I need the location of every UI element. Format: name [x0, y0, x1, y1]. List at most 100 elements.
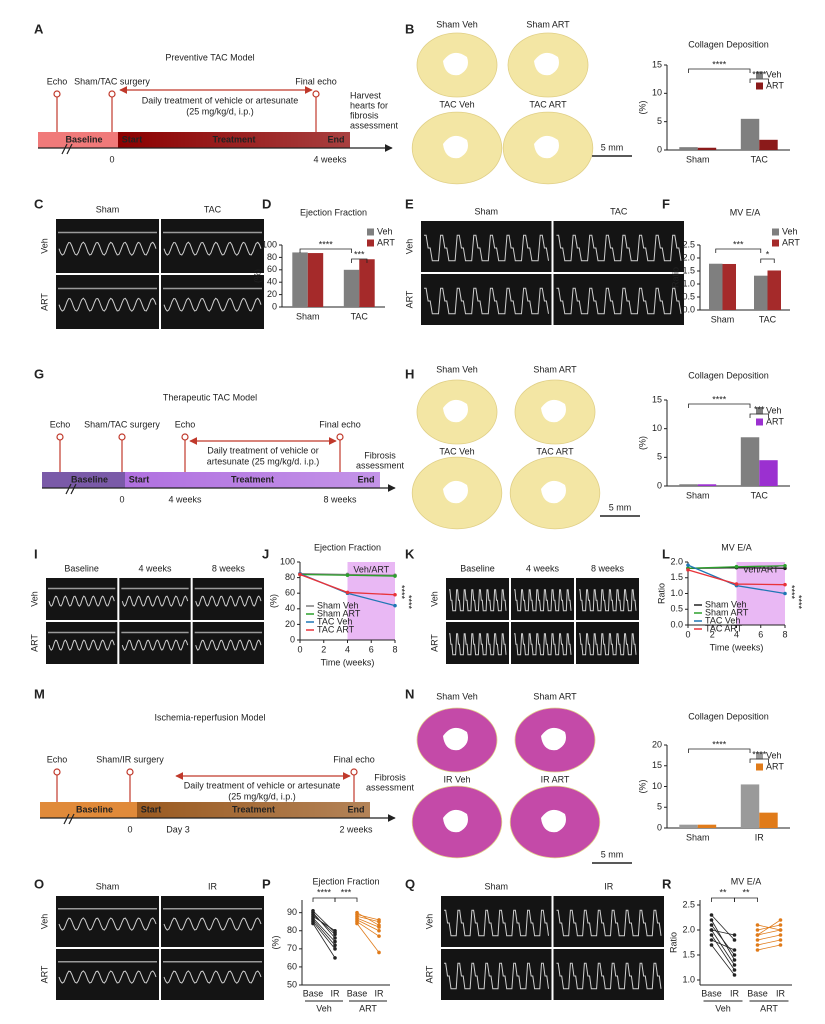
x-tick-label: Base [701, 988, 722, 998]
chart-title: Collagen Deposition [688, 370, 769, 380]
sig-bracket [351, 258, 368, 263]
y-tick-label: 15 [652, 59, 662, 69]
section-label: TAC Veh [439, 446, 474, 456]
assessment-label: assessment [366, 782, 415, 792]
x-tick-label: TAC [759, 314, 777, 324]
event-label: Sham/IR surgery [96, 754, 164, 764]
bar [697, 824, 717, 828]
panel-letter: I [34, 546, 38, 561]
sig-bracket [760, 258, 775, 263]
segment-label: Baseline [71, 474, 108, 484]
sig-label: **** [712, 59, 727, 69]
panel-letter: E [405, 196, 414, 211]
assessment-label: assessment [350, 120, 399, 130]
pair-point [377, 950, 381, 955]
sig-label: **** [404, 595, 414, 610]
event-marker [312, 90, 320, 98]
y-tick-label: 1.0 [682, 974, 695, 984]
series-point [393, 603, 397, 608]
sig-bracket [334, 897, 358, 902]
echo-trace [163, 917, 262, 931]
legend-swatch [772, 239, 779, 247]
echo-image [46, 578, 118, 620]
panel-letter: F [662, 196, 670, 211]
panel-letter: H [405, 366, 414, 381]
time-tick-label: Day 3 [166, 824, 190, 834]
time-tick-label: 0 [109, 154, 114, 164]
series-point [298, 572, 302, 577]
bar [343, 269, 360, 307]
y-tick-label: 2.0 [682, 924, 695, 934]
pair-point [732, 963, 737, 967]
y-tick-label: 60 [267, 264, 277, 274]
pair-point [333, 936, 337, 940]
section-label: Sham Veh [436, 19, 478, 29]
echo-image [576, 622, 639, 664]
legend-label: ART [766, 761, 784, 771]
y-tick-label: 5 [657, 452, 662, 462]
treatment-segment [125, 472, 380, 488]
legend-swatch [756, 82, 763, 90]
x-tick-label: TAC [351, 311, 369, 321]
segment-label: Treatment [212, 134, 255, 144]
y-tick-label: 15 [652, 760, 662, 770]
treatment-label: Daily treatment of vehicle or artesunate [142, 95, 299, 105]
bar [679, 484, 698, 486]
assessment-label: hearts for [350, 100, 388, 110]
pair-point [755, 933, 760, 937]
x-tick-label: 6 [758, 629, 763, 639]
column-label: 4 weeks [138, 563, 172, 573]
pair-point [377, 918, 381, 922]
event-marker [56, 433, 64, 441]
legend-label: ART [766, 416, 784, 426]
legend-swatch [756, 71, 763, 79]
bar [697, 484, 717, 486]
sig-label: ** [719, 887, 727, 897]
x-tick-label: Base [303, 988, 324, 998]
pair-line [312, 917, 336, 942]
section-label: TAC ART [529, 99, 567, 109]
x-tick-label: 0 [685, 629, 690, 639]
segment-label: Baseline [76, 804, 113, 814]
timeline-title: Ischemia-reperfusion Model [154, 712, 265, 722]
assessment-label: assessment [356, 460, 405, 470]
x-tick-label: 4 [345, 644, 350, 654]
time-tick-label: 2 weeks [339, 824, 373, 834]
echo-image [511, 622, 574, 664]
section-label: TAC Veh [439, 99, 474, 109]
column-label: TAC [610, 206, 628, 216]
echo-trace [556, 909, 662, 937]
column-label: Sham [474, 206, 498, 216]
chart-title: Collagen Deposition [688, 711, 769, 721]
bar [759, 812, 778, 828]
echo-trace [121, 639, 189, 651]
y-axis-label: (%) [270, 936, 280, 950]
bar [740, 784, 760, 828]
pair-line [356, 923, 380, 953]
bar [709, 263, 723, 310]
echo-trace [444, 909, 549, 937]
pair-point [778, 923, 783, 927]
x-tick-label: Base [747, 988, 768, 998]
echo-image [553, 949, 664, 1000]
section-label: Sham Veh [436, 364, 478, 374]
y-tick-label: 1.0 [670, 588, 683, 598]
panel-letter: A [34, 21, 44, 36]
pair-point [732, 933, 737, 937]
event-label: Sham/TAC surgery [74, 76, 150, 86]
panel-letter: Q [405, 876, 415, 891]
series-point [393, 592, 397, 597]
panel-letter: C [34, 196, 44, 211]
echo-image [553, 221, 684, 272]
bar [740, 118, 760, 150]
pair-point [732, 953, 737, 957]
pair-point [333, 956, 337, 960]
y-tick-label: 60 [287, 961, 297, 971]
pair-line [356, 914, 380, 921]
y-tick-label: 2.0 [670, 556, 683, 566]
panel-letter: D [262, 196, 271, 211]
ventricle-lumen [443, 52, 468, 76]
sig-label: *** [341, 887, 352, 897]
scale-label: 5 mm [601, 849, 624, 859]
echo-trace [163, 297, 262, 312]
